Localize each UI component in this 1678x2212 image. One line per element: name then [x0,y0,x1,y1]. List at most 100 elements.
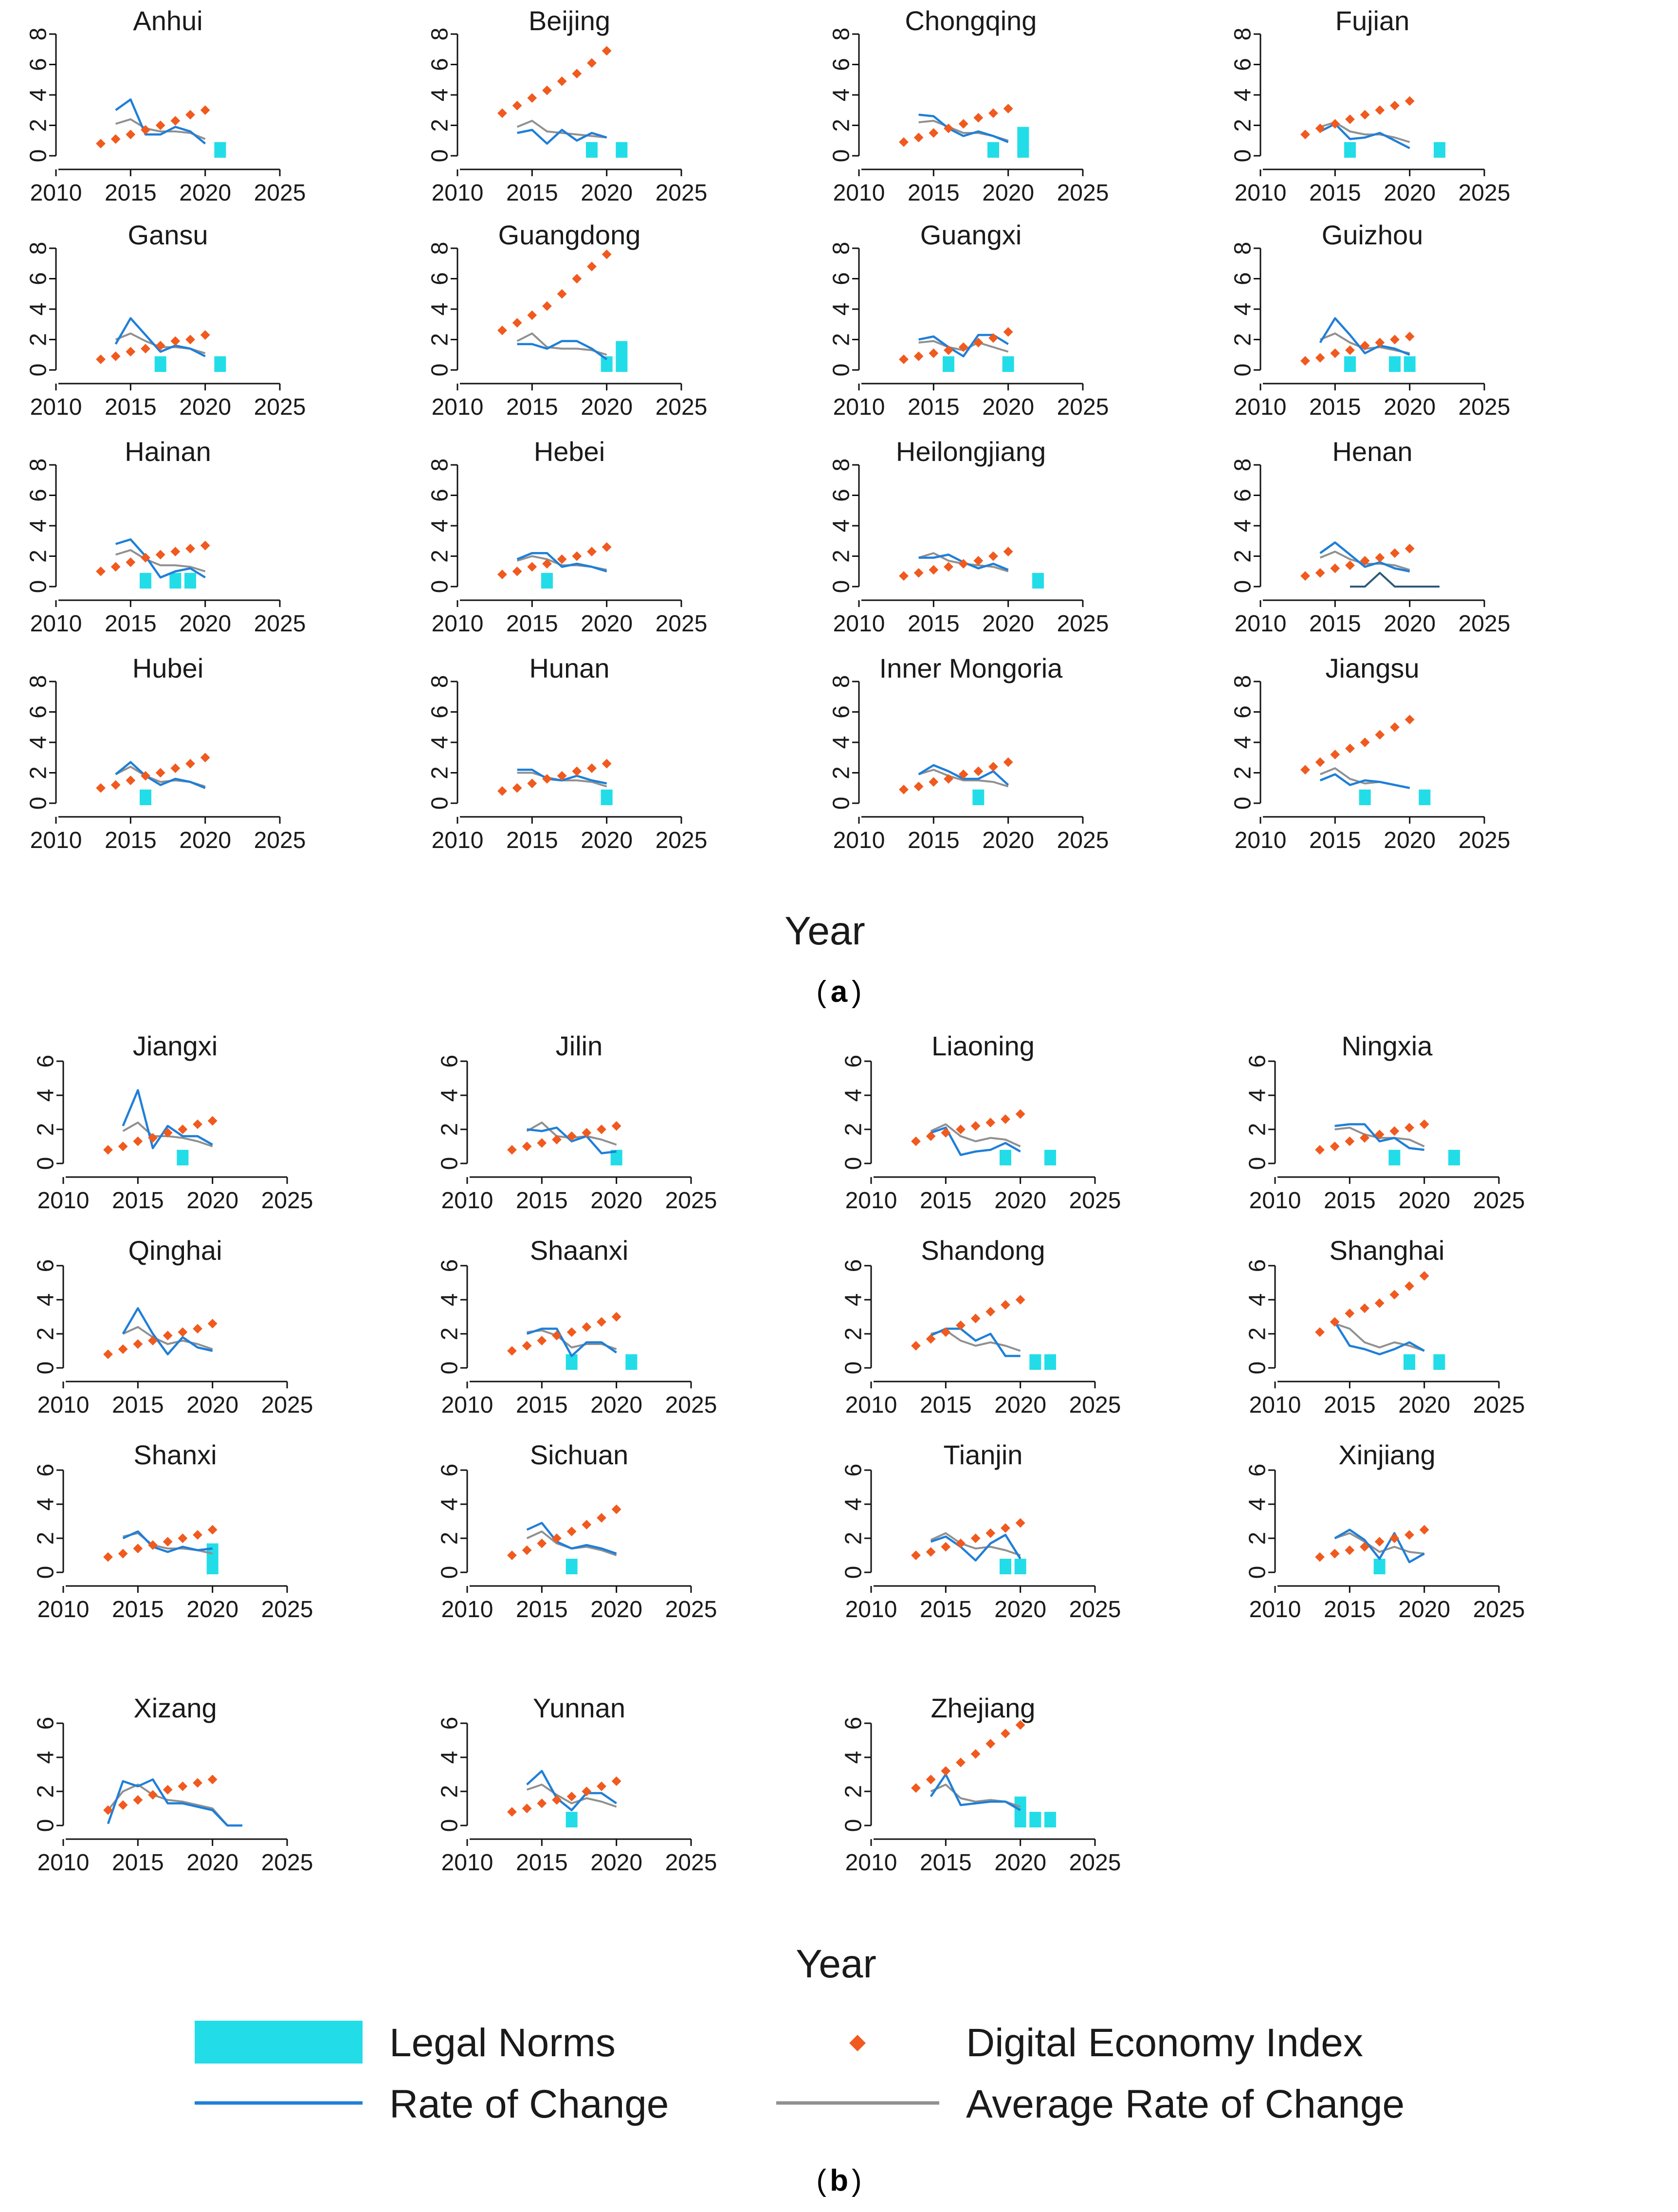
subplot-1-jiangxi-ytick-label: 2 [33,1123,59,1136]
subplot-0-fujian: Fujian 0 2 4 6 8 2010 2015 2020 2025 [1230,5,1511,206]
subplot-0-heilongjiang-title: Heilongjiang [896,436,1046,467]
subplot-0-henan: Henan 0 2 4 6 8 2010 2015 2020 2025 [1230,436,1511,637]
subplot-0-hunan-die-point [572,766,582,776]
subplot-0-hebei-ytick-label: 4 [427,519,453,533]
subplot-1-jilin-ytick-label: 2 [437,1123,463,1136]
subplot-1-ningxia-die-point [1360,1133,1369,1143]
subplot-0-anhui-xtick-label: 2025 [254,180,306,206]
subplot-1-jiangxi-ytick-label: 6 [33,1055,59,1068]
subplot-1-zhejiang-die-point [941,1766,951,1776]
subplot-1-shanghai-legal-norm-bar [1433,1354,1445,1370]
subplot-1-jiangxi-die-point [193,1119,202,1129]
x-axis-label-a: Year [784,909,865,953]
subplot-0-guizhou-ytick-label: 0 [1230,364,1256,377]
subplot-0-hainan-die-point [185,543,195,553]
subplot-0-henan-xtick-label: 2015 [1309,611,1361,637]
subplot-0-inner-mongoria-die-point [899,784,909,794]
subplot-0-anhui-avg-rate-line [115,118,206,140]
subplot-1-shaanxi-ytick-label: 0 [437,1362,463,1375]
subplot-0-guangdong-rate-line [517,340,607,360]
subplot-1-ningxia-die-point [1345,1136,1355,1146]
subplot-0-hubei-ytick-label: 6 [26,705,52,719]
subplot-0-gansu-xtick-label: 2015 [105,394,157,420]
subplot-1-yunnan-ytick-label: 0 [437,1819,463,1832]
subplot-0-gansu-die-point [96,354,106,365]
subplot-0-hunan-die-point [602,758,612,769]
subplot-0-inner-mongoria-ytick-label: 4 [829,736,855,749]
subplot-1-shaanxi-die-point [522,1341,532,1351]
subplot-1-shaanxi: Shaanxi 0 2 4 6 2010 2015 2020 2025 [437,1235,717,1418]
subplot-1-jiangxi-xtick-label: 2010 [37,1188,90,1214]
subplot-0-fujian-ytick-label: 6 [1230,58,1256,71]
subplot-1-sichuan-title: Sichuan [530,1439,628,1470]
subplot-1-tianjin-title: Tianjin [944,1439,1023,1470]
subplot-1-liaoning-die-point [970,1121,981,1131]
legend-rate-label: Rate of Change [389,2082,669,2126]
subplot-1-yunnan: Yunnan 0 2 4 6 2010 2015 2020 2025 [437,1693,717,1876]
subplot-1-sichuan-xtick-label: 2010 [441,1597,493,1622]
subplot-0-jiangsu-ytick-label: 0 [1230,797,1256,810]
subplot-1-shaanxi-rate-line [526,1327,617,1357]
subplot-1-jiangxi-die-point [118,1142,128,1151]
subplot-1-shaanxi-ytick-label: 6 [437,1259,463,1272]
subplot-1-xizang-die-point [133,1795,143,1805]
subplot-1-tianjin-ytick-label: 6 [841,1464,867,1477]
subplot-1-tianjin-xtick-label: 2015 [920,1597,972,1622]
subplot-0-hunan-title: Hunan [529,653,609,683]
subplot-0-guangdong-die-point [602,249,612,259]
subplot-0-chongqing: Chongqing 0 2 4 6 8 2010 2015 2020 2025 [829,5,1109,206]
subplot-0-beijing-rate-line [517,129,607,145]
subplot-1-qinghai-die-point [148,1336,158,1346]
subplot-1-shaanxi-legal-norm-bar [625,1354,638,1370]
subplot-0-anhui-die-point [141,125,150,135]
subplot-0-guizhou-die-point [1404,332,1415,342]
subplot-1-ningxia-xtick-label: 2010 [1249,1188,1301,1214]
subplot-0-jiangsu-ytick-label: 6 [1230,705,1256,719]
subplot-0-henan-die-point [1330,563,1340,573]
subplot-1-yunnan-die-point [597,1781,606,1791]
subplot-0-fujian-ytick-label: 0 [1230,149,1256,163]
subplot-0-hainan-avg-rate-line [115,549,206,572]
subplot-1-liaoning-xtick-label: 2010 [845,1188,897,1214]
subplot-1-zhejiang-xtick-label: 2020 [994,1850,1046,1876]
subplot-1-ningxia-legal-norm-bar [1448,1150,1460,1165]
legend-legal-norms-label: Legal Norms [389,2021,616,2065]
subplot-1-xinjiang-die-point [1315,1552,1325,1562]
subplot-1-shanghai-xtick-label: 2015 [1324,1392,1376,1418]
subplot-0-inner-mongoria-avg-rate-line [918,769,1009,788]
subplot-1-xizang-die-point [178,1781,188,1791]
subplot-1-zhejiang-die-point [956,1757,966,1768]
subplot-1-jilin: Jilin 0 2 4 6 2010 2015 2020 2025 [437,1031,717,1214]
subplot-0-jiangsu-die-point [1330,750,1340,759]
subplot-0-anhui-die-point [96,139,106,148]
subplot-1-shanxi-die-point [148,1540,158,1550]
subplot-0-gansu-ytick-label: 6 [26,272,52,285]
subplot-1-xizang-die-point [118,1800,128,1810]
subplot-1-liaoning-legal-norm-bar [1000,1150,1011,1165]
subplot-0-guizhou-die-point [1345,345,1355,355]
subplot-0-hunan-xtick-label: 2010 [432,828,484,853]
subplot-1-qinghai-xtick-label: 2015 [112,1392,164,1418]
subplot-1-sichuan-die-point [552,1533,562,1543]
subplot-0-anhui-die-point [110,134,121,144]
subplot-1-jilin-xtick-label: 2025 [665,1188,717,1214]
subplot-1-jilin-die-point [552,1135,562,1144]
subplot-1-qinghai-avg-rate-line [122,1326,213,1350]
subplot-1-jiangxi-die-point [103,1145,113,1155]
subplot-1-zhejiang-xtick-label: 2015 [920,1850,972,1876]
subplot-1-tianjin-ytick-label: 0 [841,1566,867,1579]
subplot-0-gansu-die-point [155,341,165,350]
subplot-1-shandong-xtick-label: 2015 [920,1392,972,1418]
subplot-0-hebei-die-point [542,559,552,569]
subplot-0-hainan-legal-norm-bar [184,572,196,589]
subplot-0-beijing-title: Beijing [529,5,610,36]
subplot-0-chongqing-die-point [973,112,984,123]
subplot-0-hubei-die-point [155,768,165,778]
subplot-0-guangdong-die-point [572,274,582,284]
subplot-0-hainan-ytick-label: 2 [26,550,52,563]
subplot-0-chongqing-legal-norm-bar [987,142,999,158]
subplot-0-anhui-ytick-label: 4 [26,89,52,102]
subplot-0-hainan-title: Hainan [125,436,211,467]
subplot-0-henan-xtick-label: 2025 [1459,611,1511,637]
subplot-1-liaoning-ytick-label: 0 [841,1157,867,1170]
